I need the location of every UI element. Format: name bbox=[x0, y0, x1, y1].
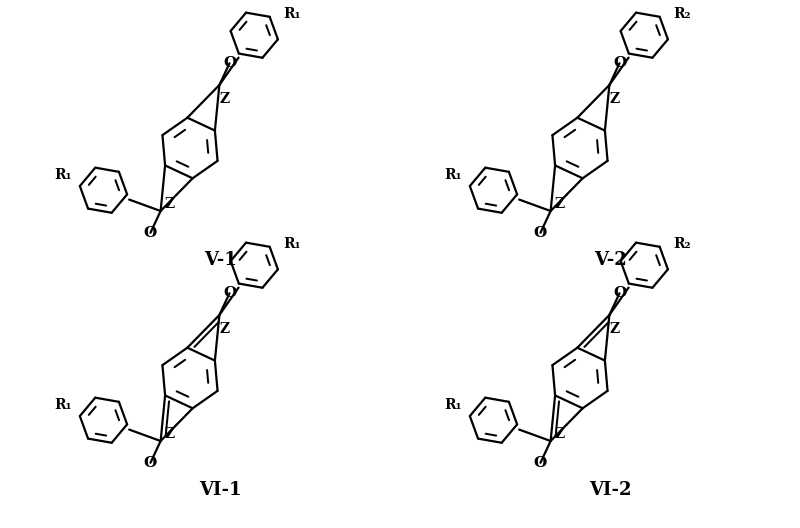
Text: O: O bbox=[613, 286, 626, 300]
Text: VI-1: VI-1 bbox=[198, 481, 242, 499]
Text: R₁: R₁ bbox=[283, 237, 301, 251]
Text: Z: Z bbox=[554, 427, 565, 441]
Text: R₂: R₂ bbox=[673, 237, 690, 251]
Text: R₁: R₁ bbox=[444, 399, 462, 412]
Text: O: O bbox=[534, 456, 547, 470]
Text: O: O bbox=[223, 286, 236, 300]
Text: Z: Z bbox=[610, 92, 619, 106]
Text: O: O bbox=[534, 226, 547, 240]
Text: Z: Z bbox=[164, 197, 174, 211]
Text: R₁: R₁ bbox=[54, 168, 72, 183]
Text: R₂: R₂ bbox=[673, 6, 690, 21]
Text: Z: Z bbox=[554, 197, 565, 211]
Text: O: O bbox=[144, 226, 157, 240]
Text: Z: Z bbox=[610, 322, 619, 336]
Text: R₁: R₁ bbox=[54, 399, 72, 412]
Text: Z: Z bbox=[219, 322, 230, 336]
Text: VI-2: VI-2 bbox=[589, 481, 631, 499]
Text: V-1: V-1 bbox=[204, 251, 236, 269]
Text: O: O bbox=[144, 456, 157, 470]
Text: R₁: R₁ bbox=[444, 168, 462, 183]
Text: O: O bbox=[613, 56, 626, 70]
Text: O: O bbox=[223, 56, 236, 70]
Text: R₁: R₁ bbox=[283, 6, 301, 21]
Text: Z: Z bbox=[219, 92, 230, 106]
Text: V-2: V-2 bbox=[594, 251, 626, 269]
Text: Z: Z bbox=[164, 427, 174, 441]
